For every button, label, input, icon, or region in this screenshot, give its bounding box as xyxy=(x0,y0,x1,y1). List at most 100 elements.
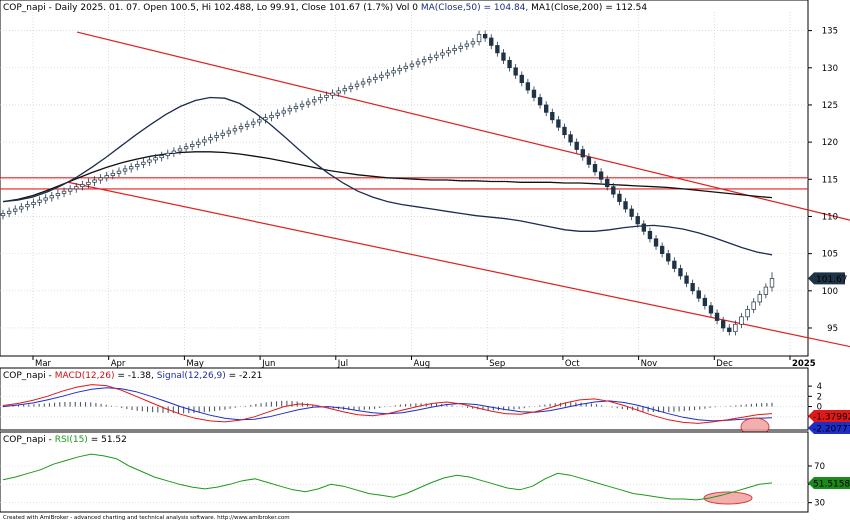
candle-up xyxy=(43,197,48,201)
candle-down xyxy=(666,253,671,262)
candle-down xyxy=(702,297,708,307)
price-axis: 135 130 125 120 115 110 105 100 95 xyxy=(808,27,838,334)
candle-down xyxy=(550,112,555,121)
price-tick-label: 120 xyxy=(822,138,838,148)
lower-trend-line xyxy=(67,181,850,348)
candle-up xyxy=(287,108,293,112)
candle-up xyxy=(269,114,274,118)
candle-up xyxy=(342,88,347,92)
macd-tick-label: 0 xyxy=(817,403,822,413)
candle-up xyxy=(373,77,378,81)
rsi-value: = 51.52 xyxy=(88,435,127,445)
candle-up xyxy=(336,90,341,94)
month-label: Mar xyxy=(35,359,52,369)
candle-down xyxy=(605,178,610,188)
macd-value-badge-text: -1.37992 xyxy=(813,413,850,423)
candle-up xyxy=(415,61,421,65)
candle-down xyxy=(519,74,524,83)
price-tick-label: 105 xyxy=(822,250,838,260)
month-label: Aug xyxy=(414,359,431,369)
candle-down xyxy=(635,216,640,225)
last-price-badge-shape xyxy=(808,272,845,285)
candle-down xyxy=(556,119,561,128)
candle-up xyxy=(238,126,244,130)
candle-up xyxy=(110,172,116,176)
macd-value-badge-shape xyxy=(808,410,850,422)
candle-up xyxy=(360,81,366,85)
rsi-label: RSI(15) xyxy=(55,435,88,445)
rsi-pane: 70 30 COP_napi - RSI(15) = 51.52 51.5158 xyxy=(0,431,850,513)
candle-up xyxy=(104,175,109,179)
upper-trend-line xyxy=(76,31,850,221)
candle-down xyxy=(482,33,488,39)
price-title: COP_napi - Daily 2025. 01. 07. Open 100.… xyxy=(3,3,647,13)
candle-down xyxy=(641,223,647,232)
candle-down xyxy=(611,186,616,195)
candle-up xyxy=(141,161,146,165)
price-symbol: COP_napi xyxy=(3,3,46,13)
price-tick-label: 100 xyxy=(822,287,838,297)
candle-up xyxy=(421,59,427,63)
candle-up xyxy=(476,33,482,43)
candle-down xyxy=(727,327,732,333)
rsi-polyline xyxy=(2,453,773,501)
candle-up xyxy=(275,112,280,116)
candle-down xyxy=(696,290,701,299)
candle-up xyxy=(434,54,439,58)
candle-down xyxy=(653,238,659,247)
candle-up xyxy=(0,213,6,217)
price-info: - Daily 2025. 01. 07. Open 100.5, Hi 102… xyxy=(46,3,421,13)
ma200-label: MA1(Close,200) = 112.54 xyxy=(528,3,647,13)
candle-up xyxy=(458,45,463,49)
candle-up xyxy=(25,204,30,208)
candle-up xyxy=(751,301,756,310)
candle-up xyxy=(757,294,762,303)
month-label: 2025 xyxy=(792,359,816,369)
candle-up xyxy=(739,316,744,325)
month-label: May xyxy=(186,359,204,369)
rsi-title: COP_napi - RSI(15) = 51.52 xyxy=(3,435,127,445)
macd-line xyxy=(2,384,773,424)
rsi-value-badge: 51.5158 xyxy=(808,476,850,489)
rsi-symbol: COP_napi xyxy=(3,435,46,445)
candle-up xyxy=(208,137,213,141)
candle-up xyxy=(379,74,384,78)
month-label: Dec xyxy=(716,359,733,369)
candle-up xyxy=(446,50,451,54)
macd-symbol: COP_napi xyxy=(3,371,46,381)
candle-down xyxy=(598,171,604,180)
candle-up xyxy=(220,132,225,136)
candle-up xyxy=(470,41,476,45)
candle-down xyxy=(629,208,634,217)
candle-down xyxy=(647,230,653,240)
month-label: Oct xyxy=(565,359,580,369)
candle-up xyxy=(281,110,286,114)
candle-up xyxy=(293,106,299,110)
candle-down xyxy=(562,126,567,136)
candle-up xyxy=(299,103,305,107)
candle-up xyxy=(733,323,738,333)
macd-value: = -1.38, xyxy=(114,371,156,381)
candle-down xyxy=(580,149,585,158)
candle-down xyxy=(678,268,683,277)
rsi-sep: - xyxy=(46,435,55,445)
ma50-label: MA(Close,50) = 104.84, xyxy=(421,3,528,13)
ma200-line xyxy=(2,151,773,203)
candle-up xyxy=(769,278,775,288)
candle-up xyxy=(55,193,61,196)
candle-down xyxy=(568,134,573,143)
candle-up xyxy=(391,70,396,74)
price-tick-label: 115 xyxy=(822,175,838,185)
candle-up xyxy=(67,188,73,192)
candle-up xyxy=(330,92,335,96)
month-label: Sep xyxy=(489,359,505,369)
candle-up xyxy=(135,164,140,167)
candle-down xyxy=(714,312,720,321)
candle-up xyxy=(98,177,103,181)
rsi-tick-label: 70 xyxy=(814,462,825,472)
candle-down xyxy=(574,141,579,150)
candle-down xyxy=(537,97,543,106)
candle-up xyxy=(177,148,183,152)
candle-down xyxy=(495,45,500,54)
candle-up xyxy=(165,152,170,156)
